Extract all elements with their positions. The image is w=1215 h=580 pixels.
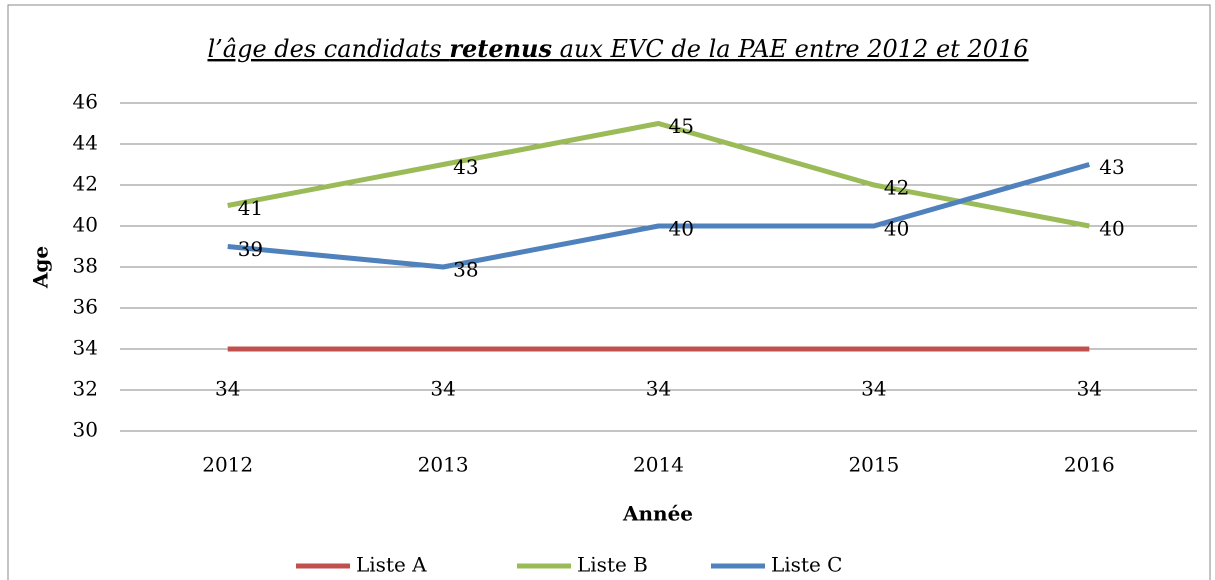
data-label: 39 [238, 237, 263, 261]
y-tick-label: 30 [73, 418, 98, 442]
data-label: 42 [884, 176, 909, 200]
data-label: 34 [646, 377, 671, 401]
data-label: 34 [430, 377, 455, 401]
chart-frame [7, 4, 1211, 580]
title-part: l’âge des candidats [207, 35, 449, 63]
legend-label: Liste B [577, 553, 648, 577]
data-label: 43 [1099, 155, 1124, 179]
data-label: 38 [453, 258, 478, 282]
data-label: 34 [215, 377, 240, 401]
x-tick-label: 2016 [1064, 453, 1115, 477]
y-tick-label: 46 [73, 90, 98, 114]
data-label: 40 [669, 217, 694, 241]
y-tick-label: 34 [73, 336, 98, 360]
data-label: 43 [453, 155, 478, 179]
data-label: 40 [1099, 217, 1124, 241]
y-tick-label: 38 [73, 254, 98, 278]
y-tick-label: 36 [73, 295, 98, 319]
y-tick-label: 42 [73, 172, 98, 196]
line [227, 162, 1090, 270]
legend-label: Liste A [356, 553, 427, 577]
title-part: aux EVC de la PAE entre 2012 et 2016 [552, 35, 1029, 63]
y-tick-label: 40 [73, 213, 98, 237]
data-label: 34 [861, 377, 886, 401]
x-tick-label: 2014 [633, 453, 684, 477]
x-axis-label: Année [622, 502, 693, 526]
legend-label: Liste C [771, 553, 842, 577]
data-label: 40 [884, 217, 909, 241]
x-tick-label: 2015 [848, 453, 899, 477]
y-tick-label: 32 [73, 377, 98, 401]
x-tick-label: 2013 [418, 453, 469, 477]
y-tick-label: 44 [73, 131, 98, 155]
data-label: 45 [669, 114, 694, 138]
title-part: retenus [449, 34, 552, 63]
chart-title: l’âge des candidats retenus aux EVC de l… [207, 34, 1028, 63]
data-label: 41 [238, 196, 263, 220]
y-axis-label: Age [29, 246, 53, 289]
line [227, 121, 1090, 229]
data-label: 34 [1077, 377, 1102, 401]
x-tick-label: 2012 [202, 453, 253, 477]
